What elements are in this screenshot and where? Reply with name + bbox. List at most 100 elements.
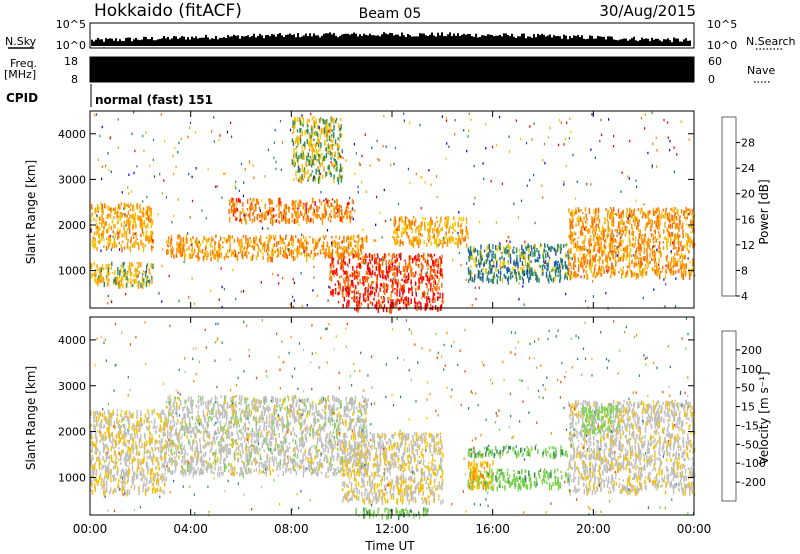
heatmap-cell [598,227,600,232]
heatmap-cell [95,207,97,213]
heatmap-cell [205,244,207,249]
heatmap-cell [349,218,351,224]
heatmap-cell [295,147,297,151]
heatmap-cell [547,276,550,279]
heatmap-cell [437,233,439,236]
heatmap-cell [259,206,261,210]
heatmap-cell [653,230,656,233]
heatmap-cell [107,230,109,234]
heatmap-cell [157,475,159,479]
heatmap-cell [325,207,327,212]
heatmap-cell [469,277,471,281]
heatmap-cell [147,237,149,241]
heatmap-cell [346,214,348,220]
heatmap-cell [616,246,618,250]
heatmap-cell [588,208,591,215]
heatmap-cell [140,240,142,246]
heatmap-cell [607,233,609,237]
heatmap-cell [588,240,590,245]
heatmap-cell [105,206,107,209]
heatmap-cell [582,225,584,228]
heatmap-cell [435,175,438,178]
heatmap-cell [99,216,101,221]
heatmap-cell [297,238,299,243]
heatmap-cell [421,221,423,227]
heatmap-cell [319,162,321,168]
heatmap-cell [129,462,131,465]
heatmap-cell [321,160,323,166]
heatmap-cell [90,229,92,232]
heatmap-cell [674,224,677,230]
heatmap-cell [459,237,461,241]
noise-bar [663,39,665,46]
heatmap-cell [601,232,603,236]
heatmap-cell [119,474,122,480]
heatmap-cell [569,230,572,235]
noise-bar [587,38,589,46]
heatmap-cell [665,256,668,260]
heatmap-cell [556,262,558,266]
heatmap-cell [100,249,102,252]
heatmap-cell [659,271,661,274]
heatmap-cell [330,156,332,160]
noise-bar [375,35,377,46]
heatmap-cell [394,259,396,263]
heatmap-cell [354,288,356,292]
heatmap-cell [603,222,606,225]
heatmap-cell [368,253,371,258]
heatmap-cell [418,279,420,285]
heatmap-cell [538,254,541,259]
heatmap-cell [441,296,444,300]
heatmap-cell [671,222,673,229]
heatmap-cell [535,278,537,281]
heatmap-cell [569,117,571,120]
heatmap-cell [121,275,123,281]
heatmap-cell [690,239,692,244]
heatmap-cell [295,170,297,177]
heatmap-cell [408,239,411,245]
heatmap-cell [591,221,594,227]
heatmap-cell [377,255,379,259]
heatmap-cell [101,221,103,227]
heatmap-cell [273,207,275,212]
noise-left-tick-bottom: 10^0 [56,39,86,52]
heatmap-cell [593,209,595,214]
heatmap-cell [507,243,509,246]
heatmap-cell [335,161,338,166]
heatmap-cell [301,149,303,154]
heatmap-cell [347,237,350,241]
heatmap-cell [588,228,591,233]
heatmap-cell [310,134,312,139]
heatmap-cell [207,252,209,258]
heatmap-cell [573,230,576,235]
heatmap-cell [678,224,680,227]
heatmap-cell [488,259,491,265]
heatmap-cell [109,137,111,140]
heatmap-cell [259,220,261,223]
heatmap-cell [331,145,333,151]
heatmap-cell [357,290,359,295]
heatmap-cell [612,221,615,226]
heatmap-cell [470,118,472,121]
heatmap-cell [680,269,683,273]
noise-bar [407,33,409,46]
heatmap-cell [557,244,560,248]
noise-bar [395,34,397,46]
heatmap-cell [440,258,443,264]
heatmap-cell [102,276,105,283]
heatmap-cell [337,292,339,296]
heatmap-cell [130,239,132,244]
heatmap-cell [91,212,93,216]
heatmap-cell [375,288,377,293]
heatmap-cell [610,240,612,245]
heatmap-cell [622,258,624,262]
heatmap-cell [598,246,601,251]
heatmap-cell [634,221,636,227]
heatmap-cell [317,167,320,171]
heatmap-cell [306,214,308,219]
heatmap-cell [642,237,644,243]
heatmap-cell [625,246,627,250]
heatmap-cell [448,226,450,233]
heatmap-cell [188,296,190,299]
heatmap-cell [129,220,132,223]
